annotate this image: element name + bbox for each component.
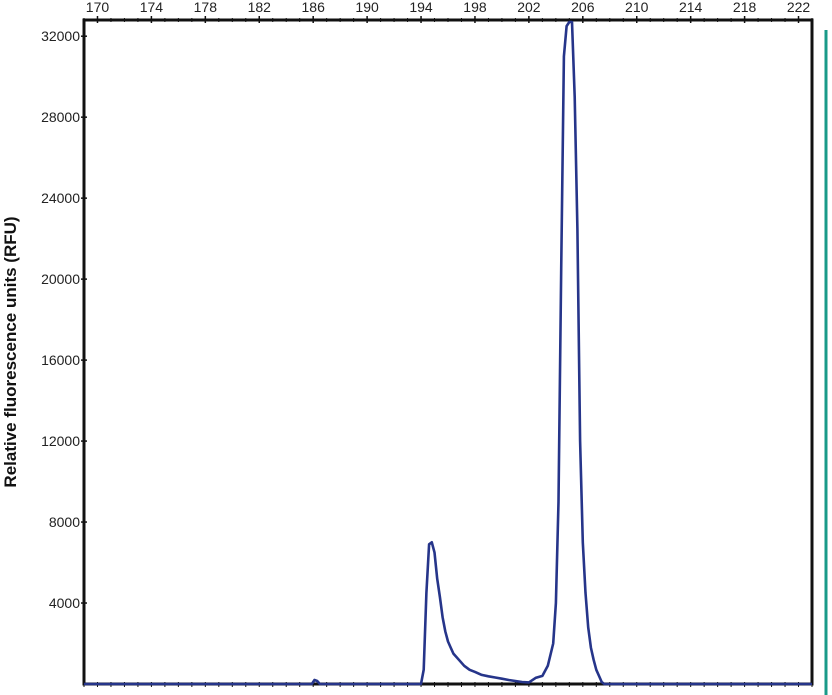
x-tick-label: 178 <box>194 0 218 15</box>
x-tick-label: 210 <box>625 0 649 15</box>
x-tick-label: 182 <box>248 0 272 15</box>
y-tick-label: 28000 <box>41 109 80 125</box>
plot-frame <box>82 18 814 686</box>
x-tick-label: 202 <box>517 0 541 15</box>
x-tick-label: 214 <box>679 0 703 15</box>
x-tick-label: 206 <box>571 0 595 15</box>
x-tick-label: 222 <box>787 0 811 15</box>
series-line-1 <box>84 20 812 686</box>
series-layer <box>84 20 812 686</box>
y-tick-label: 12000 <box>41 433 80 449</box>
y-tick-label: 8000 <box>49 514 80 530</box>
x-tick-label: 174 <box>140 0 164 15</box>
y-axis-label: Relative fluorescence units (RFU) <box>1 216 20 487</box>
y-tick-label: 24000 <box>41 190 80 206</box>
x-tick-label: 194 <box>409 0 433 15</box>
x-tick-label: 186 <box>302 0 326 15</box>
x-tick-label: 190 <box>355 0 379 15</box>
y-tick-label: 32000 <box>41 28 80 44</box>
y-tick-label: 4000 <box>49 595 80 611</box>
x-tick-label: 170 <box>86 0 110 15</box>
x-tick-label: 198 <box>463 0 487 15</box>
y-tick-label: 20000 <box>41 271 80 287</box>
y-tick-label: 16000 <box>41 352 80 368</box>
y-axis-ticks: 4000 8000 12000 16000 20000 24000 28000 32000 <box>41 28 87 611</box>
x-axis-ticks: 170 174 178 182 186 190 194 198 202 206 210 214 218 2… <box>83 0 813 687</box>
x-tick-label: 218 <box>733 0 757 15</box>
